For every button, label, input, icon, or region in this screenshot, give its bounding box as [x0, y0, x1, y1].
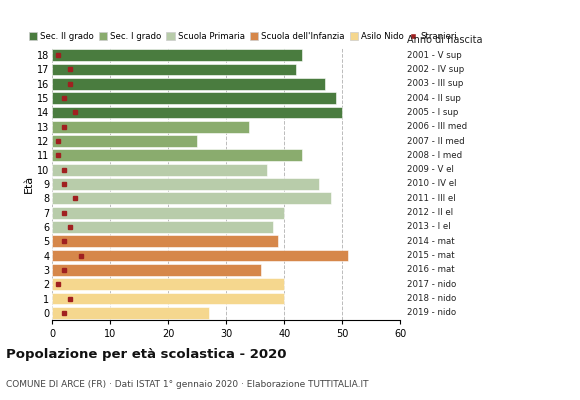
Bar: [52, 164, 267, 176]
Bar: [52, 92, 336, 104]
Text: 2013 - I el: 2013 - I el: [407, 222, 450, 232]
Y-axis label: Età: Età: [24, 175, 34, 193]
Text: 2004 - II sup: 2004 - II sup: [407, 94, 461, 103]
Bar: [52, 307, 209, 319]
Bar: [52, 135, 197, 147]
Legend: Sec. II grado, Sec. I grado, Scuola Primaria, Scuola dell'Infanzia, Asilo Nido, : Sec. II grado, Sec. I grado, Scuola Prim…: [28, 32, 456, 41]
Text: 2016 - mat: 2016 - mat: [407, 265, 454, 274]
Text: 2019 - nido: 2019 - nido: [407, 308, 456, 317]
Text: 2001 - V sup: 2001 - V sup: [407, 51, 461, 60]
Text: 2008 - I med: 2008 - I med: [407, 151, 462, 160]
Bar: [52, 235, 278, 247]
Bar: [52, 293, 284, 304]
Bar: [52, 150, 302, 161]
Text: 2017 - nido: 2017 - nido: [407, 280, 456, 289]
Bar: [52, 178, 319, 190]
Text: Anno di nascita: Anno di nascita: [407, 35, 482, 45]
Text: 2009 - V el: 2009 - V el: [407, 165, 454, 174]
Text: 2007 - II med: 2007 - II med: [407, 136, 464, 146]
Bar: [52, 121, 249, 133]
Bar: [52, 250, 348, 262]
Text: 2006 - III med: 2006 - III med: [407, 122, 467, 131]
Text: COMUNE DI ARCE (FR) · Dati ISTAT 1° gennaio 2020 · Elaborazione TUTTITALIA.IT: COMUNE DI ARCE (FR) · Dati ISTAT 1° genn…: [6, 380, 368, 389]
Text: 2015 - mat: 2015 - mat: [407, 251, 454, 260]
Text: 2011 - III el: 2011 - III el: [407, 194, 455, 203]
Text: 2002 - IV sup: 2002 - IV sup: [407, 65, 464, 74]
Bar: [52, 264, 261, 276]
Bar: [52, 64, 296, 75]
Bar: [52, 106, 342, 118]
Text: 2014 - mat: 2014 - mat: [407, 237, 454, 246]
Bar: [52, 207, 284, 218]
Text: 2012 - II el: 2012 - II el: [407, 208, 453, 217]
Text: 2003 - III sup: 2003 - III sup: [407, 79, 463, 88]
Bar: [52, 192, 331, 204]
Bar: [52, 278, 284, 290]
Bar: [52, 78, 325, 90]
Text: Popolazione per età scolastica - 2020: Popolazione per età scolastica - 2020: [6, 348, 287, 361]
Bar: [52, 221, 273, 233]
Text: 2018 - nido: 2018 - nido: [407, 294, 456, 303]
Text: 2005 - I sup: 2005 - I sup: [407, 108, 458, 117]
Text: 2010 - IV el: 2010 - IV el: [407, 180, 456, 188]
Bar: [52, 49, 302, 61]
